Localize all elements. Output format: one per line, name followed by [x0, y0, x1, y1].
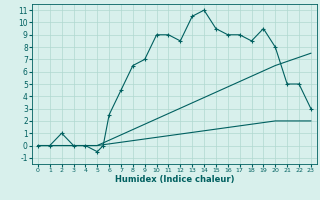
- X-axis label: Humidex (Indice chaleur): Humidex (Indice chaleur): [115, 175, 234, 184]
